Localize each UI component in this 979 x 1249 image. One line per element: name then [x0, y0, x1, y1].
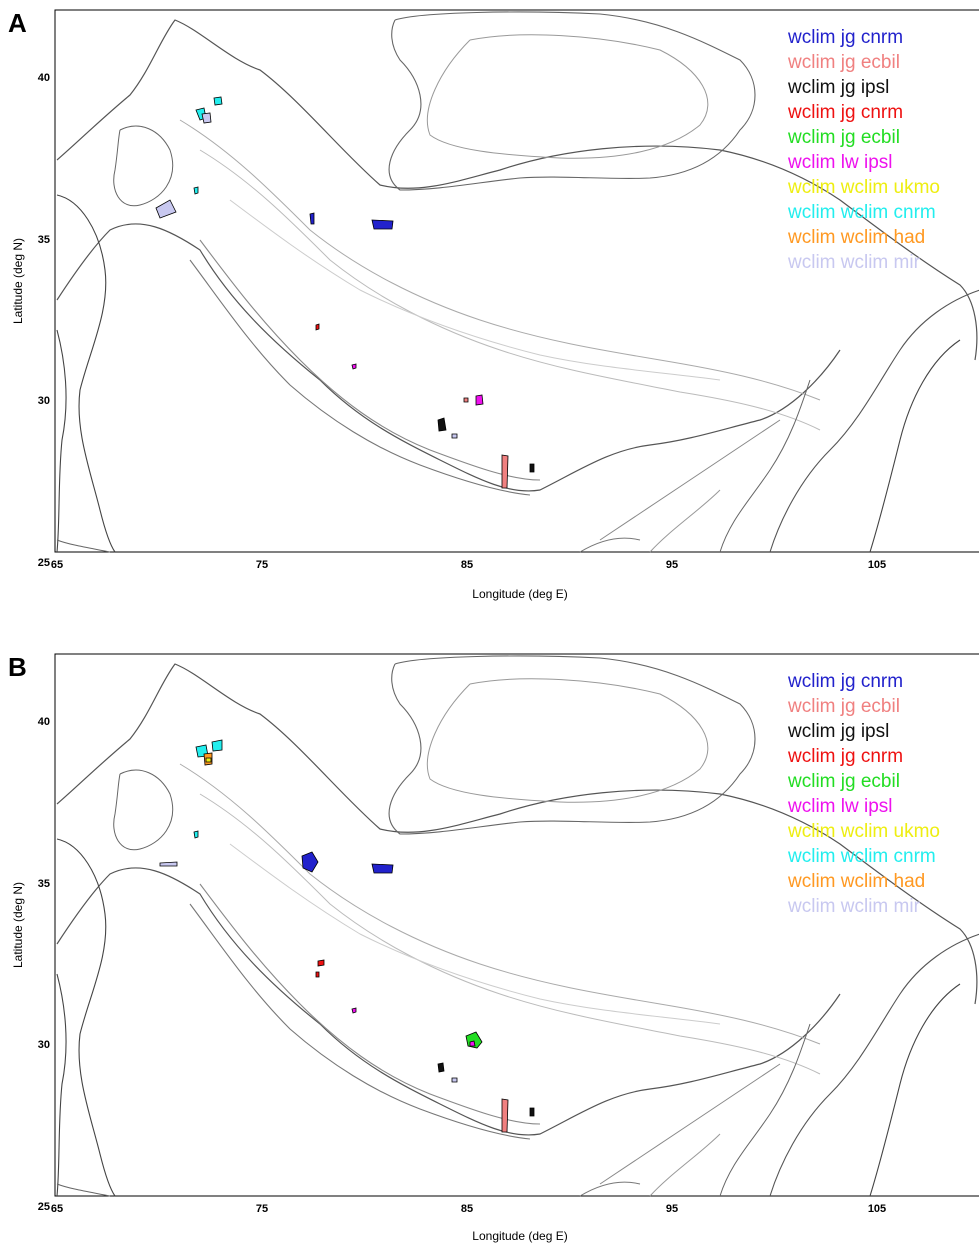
legend-item: wclim wclim mir: [787, 896, 921, 917]
x-tick: 105: [868, 559, 886, 571]
y-tick: 35: [38, 878, 50, 890]
y-axis-title: Latitude (deg N): [11, 238, 25, 324]
y-tick: 30: [38, 1039, 50, 1051]
legend: wclim jg cnrm wclim jg ecbil wclim jg ip…: [787, 27, 940, 273]
x-tick: 95: [666, 559, 678, 571]
plot-frame: [54, 9, 979, 553]
x-tick: 65: [51, 1203, 63, 1215]
legend-item: wclim jg ecbil: [787, 771, 900, 792]
x-tick: 75: [256, 1203, 268, 1215]
plot-frame: [54, 653, 979, 1197]
patch-cnrm-red: [315, 971, 320, 978]
patch-cnrm: [371, 863, 394, 874]
patch-ecbil: [501, 1098, 509, 1133]
legend-item: wclim lw ipsl: [787, 796, 893, 817]
legend-item: wclim lw ipsl: [787, 152, 893, 173]
map-panel-b: 65 75 85 95 105 Longitude (deg E) 40 35 …: [11, 653, 979, 1243]
x-tick: 85: [461, 1203, 473, 1215]
y-tick: 40: [38, 72, 50, 84]
x-axis: 65 75 85 95 105 Longitude (deg E): [51, 1203, 886, 1243]
patch-ecbil: [463, 397, 469, 403]
y-axis-title: Latitude (deg N): [11, 882, 25, 968]
x-axis-title: Longitude (deg E): [472, 587, 567, 601]
patch-cnrm: [371, 219, 394, 230]
patch-ipsl-lw: [469, 1040, 476, 1047]
legend-item: wclim jg cnrm: [787, 102, 903, 123]
legend-item: wclim jg ipsl: [787, 77, 889, 98]
x-axis: 65 75 85 95 105 Longitude (deg E): [51, 559, 886, 601]
legend: wclim jg cnrm wclim jg ecbil wclim jg ip…: [787, 671, 940, 917]
patch-ipsl-lw: [351, 1007, 357, 1014]
legend-item: wclim wclim ukmo: [787, 177, 940, 198]
x-tick: 105: [868, 1203, 886, 1215]
patch-ipsl: [529, 463, 535, 473]
legend-item: wclim wclim had: [787, 871, 925, 892]
y-tick: 30: [38, 395, 50, 407]
patch-mir: [155, 199, 177, 219]
legend-item: wclim jg cnrm: [787, 746, 903, 767]
legend-item: wclim wclim had: [787, 227, 925, 248]
patch-cnrm: [193, 186, 199, 195]
y-tick: 35: [38, 234, 50, 246]
patch-ecbil: [501, 454, 509, 489]
patch-mir: [201, 112, 212, 124]
legend-item: wclim jg ecbil: [787, 696, 900, 717]
legend-item: wclim wclim mir: [787, 252, 921, 273]
legend-item: wclim jg ecbil: [787, 52, 900, 73]
patch-cnrm: [309, 212, 315, 225]
x-tick: 75: [256, 559, 268, 571]
y-axis: 40 35 30 25 Latitude (deg N): [11, 72, 50, 569]
patch-ipsl-lw: [475, 394, 484, 406]
patch-ipsl: [437, 1062, 445, 1073]
legend-item: wclim jg cnrm: [787, 671, 903, 692]
x-tick: 65: [51, 559, 63, 571]
patch-mir: [451, 1077, 458, 1083]
suitable-habitat-patches: [155, 96, 535, 489]
contour-lines: [56, 655, 979, 1197]
legend-item: wclim jg cnrm: [787, 27, 903, 48]
patch-ipsl: [437, 417, 447, 432]
y-tick: 40: [38, 716, 50, 728]
legend-item: wclim wclim ukmo: [787, 821, 940, 842]
legend-item: wclim jg ecbil: [787, 127, 900, 148]
patch-mir: [451, 433, 458, 439]
patch-ipsl-lw: [351, 363, 357, 370]
x-tick: 95: [666, 1203, 678, 1215]
patch-cnrm-red: [317, 959, 325, 967]
y-axis: 40 35 30 25 Latitude (deg N): [11, 716, 50, 1213]
contour-lines: [56, 11, 979, 553]
map-panel-a: 65 75 85 95 105 Longitude (deg E) 40 35 …: [11, 9, 979, 601]
patch-cnrm: [193, 830, 199, 839]
legend-item: wclim wclim cnrm: [787, 846, 936, 867]
patch-cnrm: [211, 739, 223, 752]
suitable-habitat-patches: [159, 739, 535, 1133]
patch-cnrm: [213, 96, 223, 106]
y-tick: 25: [38, 1201, 50, 1213]
patch-mir: [159, 861, 178, 867]
x-tick: 85: [461, 559, 473, 571]
y-tick: 25: [38, 557, 50, 569]
legend-item: wclim jg ipsl: [787, 721, 889, 742]
x-axis-title: Longitude (deg E): [472, 1229, 567, 1243]
patch-cnrm: [301, 851, 319, 873]
patch-ipsl: [529, 1107, 535, 1117]
panel-b-label: B: [8, 652, 27, 682]
legend-item: wclim wclim cnrm: [787, 202, 936, 223]
panel-a-label: A: [8, 8, 27, 38]
patch-ukmo: [205, 757, 212, 763]
patch-cnrm-red: [315, 323, 320, 331]
